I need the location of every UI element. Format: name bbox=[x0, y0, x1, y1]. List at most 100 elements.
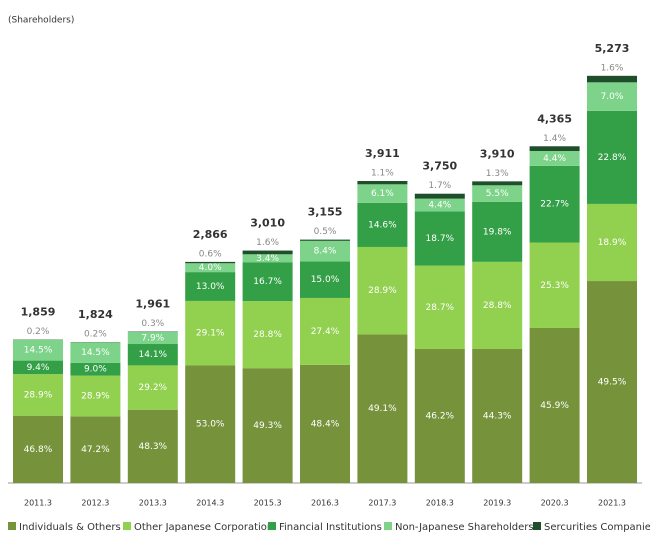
bar-segment bbox=[414, 211, 465, 266]
segment-label: 4.4% bbox=[543, 154, 566, 164]
segment-label: 28.9% bbox=[368, 286, 397, 296]
segment-label: 1.6% bbox=[601, 63, 624, 73]
bar-segment bbox=[357, 334, 408, 483]
bar-segment bbox=[300, 240, 350, 262]
segment-label: 28.8% bbox=[483, 301, 512, 311]
segment-label: 7.0% bbox=[601, 92, 624, 102]
bar-segment bbox=[242, 254, 293, 263]
x-tick-label: 2019.3 bbox=[483, 499, 511, 508]
legend-swatch bbox=[123, 522, 131, 530]
bar-segment bbox=[587, 110, 637, 204]
segment-label: 48.3% bbox=[139, 442, 168, 452]
bar-segment bbox=[242, 368, 293, 483]
bar-segment bbox=[242, 262, 293, 302]
segment-label: 14.5% bbox=[24, 346, 53, 356]
segment-label: 18.9% bbox=[598, 238, 627, 248]
segment-label: 8.4% bbox=[314, 247, 337, 257]
x-tick-label: 2014.3 bbox=[196, 499, 224, 508]
legend-swatch bbox=[268, 522, 276, 530]
segment-label: 46.8% bbox=[24, 445, 53, 455]
total-label: 1,859 bbox=[21, 305, 56, 318]
x-tick-label: 2013.3 bbox=[139, 499, 167, 508]
total-label: 3,911 bbox=[365, 147, 400, 160]
segment-label: 16.7% bbox=[253, 277, 282, 287]
segment-label: 49.1% bbox=[368, 404, 397, 414]
bar-segment bbox=[13, 339, 63, 361]
bar-segment bbox=[70, 362, 121, 376]
segment-label: 14.5% bbox=[81, 348, 110, 358]
bar-segment bbox=[70, 342, 121, 363]
total-label: 3,155 bbox=[308, 206, 343, 219]
bar-segment bbox=[357, 180, 408, 185]
segment-label: 22.8% bbox=[598, 153, 627, 163]
bar-segment bbox=[357, 202, 408, 247]
bar-segment bbox=[13, 415, 63, 483]
legend-label: Individuals & Others bbox=[19, 522, 121, 533]
bar-segment bbox=[587, 82, 637, 111]
bar-segment bbox=[587, 203, 637, 282]
x-tick-label: 2021.3 bbox=[598, 499, 626, 508]
bar-segment bbox=[127, 365, 178, 410]
segment-label: 22.7% bbox=[540, 200, 569, 210]
segment-label: 1.7% bbox=[428, 181, 451, 191]
segment-label: 6.1% bbox=[371, 189, 394, 199]
x-tick-label: 2011.3 bbox=[24, 499, 52, 508]
bar-segment bbox=[414, 193, 465, 199]
bar-segment bbox=[357, 184, 408, 203]
segment-label: 47.2% bbox=[81, 445, 110, 455]
legend-swatch bbox=[384, 522, 392, 530]
bar-segment bbox=[587, 75, 637, 83]
segment-label: 49.3% bbox=[253, 421, 282, 431]
segment-label: 0.5% bbox=[314, 227, 337, 237]
segment-label: 25.3% bbox=[540, 281, 569, 291]
segment-label: 28.9% bbox=[81, 391, 110, 401]
total-label: 4,365 bbox=[537, 112, 572, 125]
x-tick-label: 2015.3 bbox=[254, 499, 282, 508]
segment-label: 1.1% bbox=[371, 168, 394, 178]
bar-segment bbox=[185, 365, 236, 483]
bar-segment bbox=[185, 263, 236, 273]
segment-label: 9.4% bbox=[27, 363, 50, 373]
bar-segment bbox=[529, 150, 580, 166]
segment-label: 13.0% bbox=[196, 282, 225, 292]
bar-segment bbox=[13, 360, 63, 375]
segment-label: 14.1% bbox=[139, 350, 168, 360]
bar-segment bbox=[185, 300, 236, 366]
segment-label: 28.9% bbox=[24, 390, 53, 400]
bar-segment bbox=[529, 146, 580, 151]
legend-label: Sercurities Companies bbox=[544, 522, 650, 533]
bar-segment bbox=[242, 301, 293, 369]
bar-segment bbox=[472, 201, 523, 262]
segment-label: 18.7% bbox=[426, 234, 455, 244]
legend-swatch bbox=[533, 522, 541, 530]
bar-segment bbox=[529, 327, 580, 483]
segment-label: 48.4% bbox=[311, 419, 340, 429]
segment-label: 1.4% bbox=[543, 134, 566, 144]
bar-segment bbox=[185, 261, 236, 264]
bar-segment bbox=[472, 181, 523, 186]
bar-segment bbox=[300, 297, 350, 365]
total-label: 3,010 bbox=[250, 217, 285, 230]
bar-segment bbox=[127, 409, 178, 483]
bar-segment bbox=[242, 250, 293, 255]
legend-label: Financial Institutions bbox=[279, 522, 382, 533]
bar-segment bbox=[357, 246, 408, 335]
legend-label: Non-Japanese Shareholders bbox=[395, 522, 534, 533]
bar-segment bbox=[185, 272, 236, 301]
x-tick-label: 2018.3 bbox=[426, 499, 454, 508]
bar-segment bbox=[529, 242, 580, 328]
segment-label: 53.0% bbox=[196, 420, 225, 430]
total-label: 2,866 bbox=[193, 228, 228, 241]
segment-label: 28.7% bbox=[426, 303, 455, 313]
total-label: 1,961 bbox=[135, 298, 170, 311]
segment-label: 4.4% bbox=[428, 201, 451, 211]
bar-segment bbox=[529, 165, 580, 243]
segment-label: 5.5% bbox=[486, 189, 509, 199]
segment-label: 0.3% bbox=[141, 319, 164, 329]
bar-segment bbox=[13, 374, 63, 416]
segment-label: 0.6% bbox=[199, 249, 222, 259]
legend-swatch bbox=[8, 522, 16, 530]
bar-segment bbox=[300, 261, 350, 298]
bar-segment bbox=[70, 416, 121, 483]
